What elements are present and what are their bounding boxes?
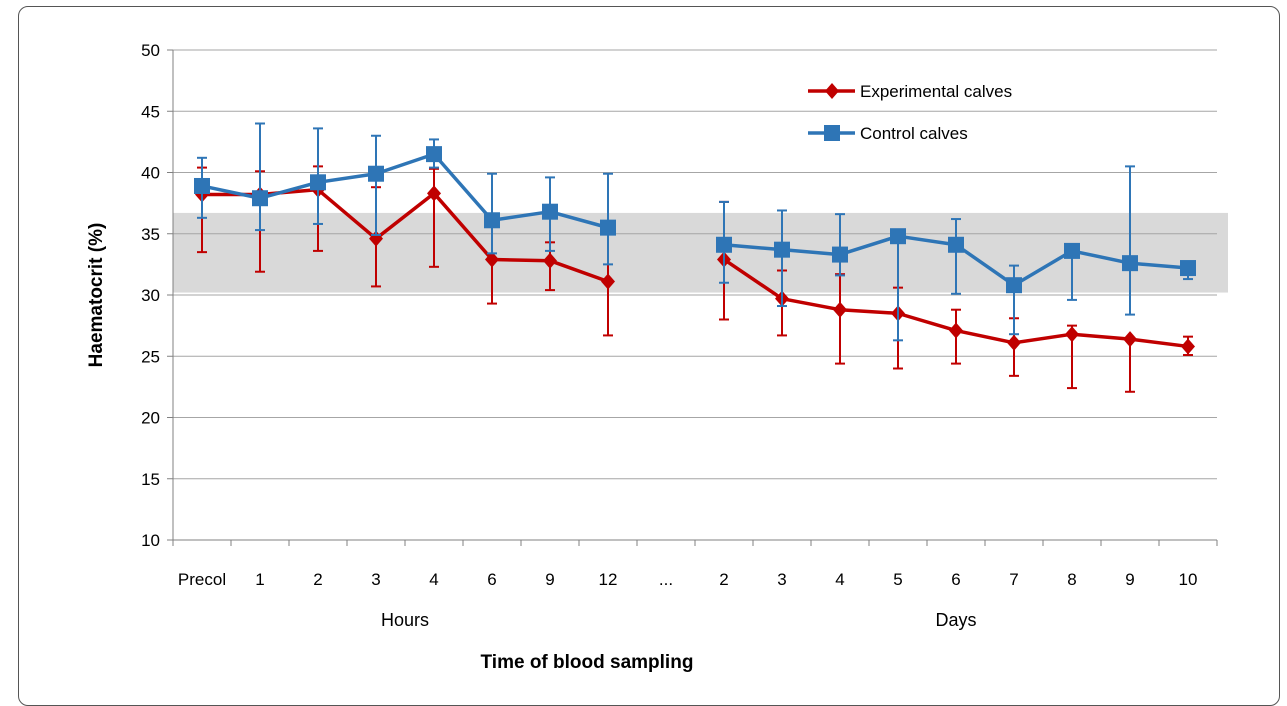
data-point	[1007, 334, 1021, 351]
data-point	[1122, 255, 1138, 272]
x-tick-label: 4	[429, 570, 438, 589]
reference-band	[173, 212, 1228, 293]
data-point	[252, 190, 268, 207]
legend-marker	[824, 125, 840, 141]
data-point	[426, 146, 442, 163]
y-tick-label: 40	[141, 164, 160, 183]
series-control	[194, 122, 1196, 342]
y-axis-label: Haematocrit (%)	[86, 223, 107, 368]
x-group-label: Hours	[381, 610, 429, 630]
data-point	[890, 228, 906, 245]
data-point	[1065, 326, 1079, 343]
data-point	[427, 185, 441, 202]
x-tick-label: 7	[1009, 570, 1018, 589]
x-tick-label: 2	[313, 570, 322, 589]
legend-item: Control calves	[808, 124, 968, 143]
data-point	[716, 236, 732, 253]
series-line	[202, 187, 609, 284]
data-point	[484, 212, 500, 229]
x-tick-label: Precol	[178, 570, 226, 589]
legend-label: Experimental calves	[860, 82, 1012, 101]
x-group-label: Days	[935, 610, 976, 630]
reference-band-layer	[173, 212, 1228, 293]
y-tick-label: 50	[141, 41, 160, 60]
legend-label: Control calves	[860, 124, 968, 143]
y-tick-label: 10	[141, 531, 160, 550]
data-point	[832, 246, 848, 263]
x-tick-label: 6	[951, 570, 960, 589]
x-tick-label: 1	[255, 570, 264, 589]
data-point	[310, 174, 326, 191]
data-point	[368, 165, 384, 182]
data-point	[543, 252, 557, 269]
x-tick-label: 8	[1067, 570, 1076, 589]
y-tick-label: 35	[141, 225, 160, 244]
data-point	[833, 301, 847, 318]
x-tick-label: 10	[1179, 570, 1198, 589]
x-tick-label: 9	[545, 570, 554, 589]
data-point	[600, 219, 616, 236]
grid-layer	[173, 49, 1217, 541]
x-tick-label: 4	[835, 570, 844, 589]
data-point	[1123, 331, 1137, 348]
data-point	[1006, 277, 1022, 294]
y-tick-label: 20	[141, 409, 160, 428]
x-tick-label: 12	[599, 570, 618, 589]
data-point	[948, 236, 964, 253]
x-tick-label: 9	[1125, 570, 1134, 589]
data-point	[949, 322, 963, 339]
legend-item: Experimental calves	[808, 82, 1012, 101]
data-point	[485, 251, 499, 268]
legend: Experimental calves Control calves	[808, 82, 1012, 143]
y-tick-label: 30	[141, 286, 160, 305]
data-point	[1064, 242, 1080, 259]
x-axis-label: Time of blood sampling	[481, 652, 694, 673]
data-point	[1180, 260, 1196, 277]
x-tick-label: 3	[371, 570, 380, 589]
x-tick-label: 5	[893, 570, 902, 589]
x-tick-label: 2	[719, 570, 728, 589]
x-tick-label: ...	[659, 570, 673, 589]
x-tick-label: 6	[487, 570, 496, 589]
data-point	[601, 273, 615, 290]
series-line	[201, 152, 609, 230]
y-tick-label: 25	[141, 347, 160, 366]
y-tick-label: 45	[141, 102, 160, 121]
data-point	[1181, 338, 1195, 355]
y-tick-label: 15	[141, 470, 160, 489]
data-point	[194, 177, 210, 194]
data-point	[542, 203, 558, 220]
x-tick-label: 3	[777, 570, 786, 589]
series-layer	[194, 122, 1196, 393]
legend-marker	[825, 83, 839, 99]
data-point	[774, 241, 790, 258]
